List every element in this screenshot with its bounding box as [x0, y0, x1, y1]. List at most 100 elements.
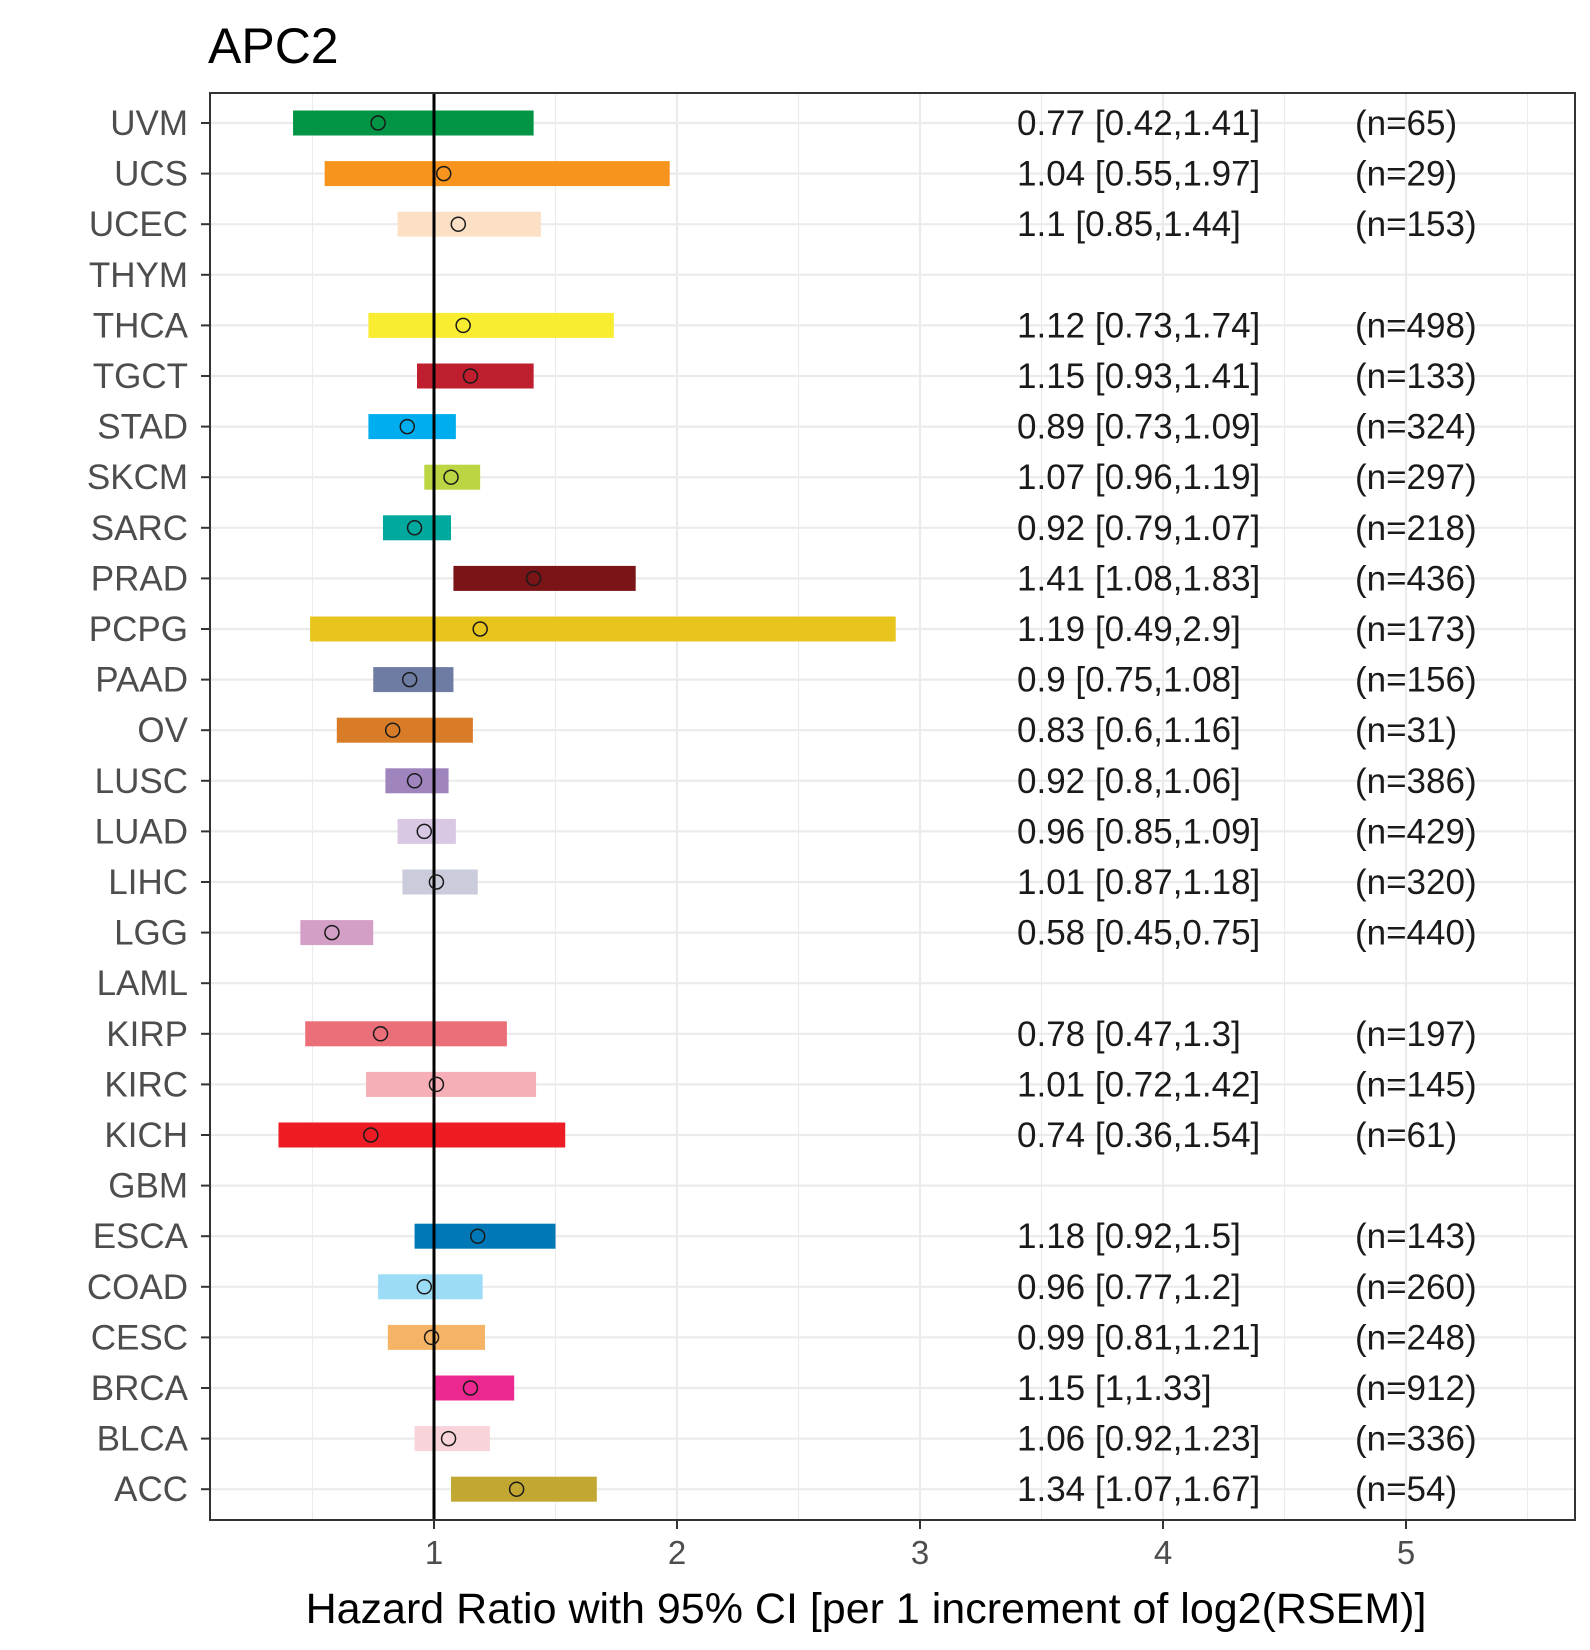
ci-bar — [397, 818, 456, 844]
estimate-label: 1.15 [1,1.33] — [1017, 1369, 1212, 1408]
hr-point — [416, 1279, 433, 1295]
hr-point — [450, 216, 467, 232]
y-label: UCEC — [89, 205, 188, 244]
estimate-label: 0.9 [0.75,1.08] — [1017, 661, 1241, 700]
estimate-label: 1.07 [0.96,1.19] — [1017, 458, 1260, 497]
hr-point — [363, 1127, 379, 1143]
n-label: (n=153) — [1355, 205, 1477, 244]
y-label: PAAD — [95, 661, 188, 700]
n-label: (n=260) — [1355, 1268, 1477, 1307]
ci-bar — [324, 161, 670, 187]
hr-point — [416, 823, 433, 840]
n-label: (n=65) — [1355, 104, 1457, 143]
x-axis-label: Hazard Ratio with 95% CI [per 1 incremen… — [306, 1585, 1427, 1633]
x-tick-label: 5 — [1397, 1534, 1415, 1571]
ci-bar — [365, 1071, 537, 1097]
n-label: (n=156) — [1355, 661, 1477, 700]
n-label: (n=173) — [1355, 610, 1477, 649]
x-tick-label: 2 — [668, 1534, 686, 1571]
ci-bar — [336, 717, 473, 743]
n-label: (n=912) — [1355, 1369, 1477, 1408]
y-label: GBM — [108, 1167, 188, 1206]
estimate-label: 1.19 [0.49,2.9] — [1017, 610, 1241, 649]
y-label: STAD — [97, 408, 188, 447]
x-axis-ticks: 1 2 3 4 5 — [425, 1520, 1415, 1571]
n-label: (n=386) — [1355, 762, 1477, 801]
y-label: LAML — [97, 964, 188, 1003]
hr-point — [406, 520, 423, 536]
n-label: (n=133) — [1355, 357, 1477, 396]
ci-bar — [416, 363, 534, 389]
ci-bar — [414, 1426, 490, 1452]
n-label: (n=218) — [1355, 509, 1477, 548]
ci-bar — [382, 515, 452, 541]
ci-bar — [387, 1324, 486, 1350]
hr-point — [384, 722, 401, 738]
y-label: ACC — [114, 1470, 188, 1509]
hr-point — [399, 418, 416, 435]
n-label: (n=440) — [1355, 914, 1477, 953]
estimate-label: 1.01 [0.87,1.18] — [1017, 863, 1260, 902]
hr-point — [455, 317, 471, 334]
hr-point — [435, 165, 452, 182]
n-label: (n=61) — [1355, 1116, 1457, 1155]
y-label: LUSC — [95, 762, 188, 801]
n-label: (n=145) — [1355, 1065, 1477, 1104]
ci-bars — [278, 110, 896, 1502]
hr-point — [472, 621, 488, 637]
ci-bar — [453, 565, 636, 591]
x-tick-label: 4 — [1154, 1534, 1172, 1571]
estimate-label: 0.74 [0.36,1.54] — [1017, 1116, 1260, 1155]
sample-size-labels: (n=65) (n=29) (n=153) (n=498) (n=133) (n=324)… — [1355, 104, 1477, 1509]
estimate-labels: 0.77 [0.42,1.41] 1.04 [0.55,1.97] 1.1 [0.8… — [1017, 104, 1260, 1509]
n-label: (n=248) — [1355, 1318, 1477, 1357]
ci-bar — [373, 667, 454, 693]
n-label: (n=429) — [1355, 812, 1477, 851]
y-label: COAD — [87, 1268, 188, 1307]
hr-points — [324, 115, 542, 1497]
y-label: LGG — [114, 914, 188, 953]
hr-point — [462, 368, 479, 384]
ci-bar — [402, 869, 478, 895]
y-label: ESCA — [93, 1217, 189, 1256]
hr-point — [370, 115, 386, 131]
estimate-label: 1.06 [0.92,1.23] — [1017, 1420, 1260, 1459]
y-label: LIHC — [108, 863, 188, 902]
estimate-label: 0.96 [0.77,1.2] — [1017, 1268, 1241, 1307]
hr-point — [428, 1076, 445, 1093]
y-label: BLCA — [97, 1420, 189, 1459]
estimate-label: 0.96 [0.85,1.09] — [1017, 812, 1260, 851]
estimate-label: 1.18 [0.92,1.5] — [1017, 1217, 1241, 1256]
y-label: SKCM — [87, 458, 188, 497]
x-tick-label: 1 — [425, 1534, 443, 1571]
y-label: UCS — [114, 155, 188, 194]
y-label: TGCT — [93, 357, 188, 396]
y-label: KIRP — [106, 1015, 188, 1054]
estimate-label: 1.41 [1.08,1.83] — [1017, 559, 1260, 598]
estimate-label: 1.12 [0.73,1.74] — [1017, 306, 1260, 345]
n-label: (n=324) — [1355, 408, 1477, 447]
n-label: (n=336) — [1355, 1420, 1477, 1459]
y-axis-labels: UVM UCS UCEC THYM THCA TGCT STAD SKCM SARC PRAD PC… — [87, 104, 210, 1509]
n-label: (n=498) — [1355, 306, 1477, 345]
estimate-label: 1.15 [0.93,1.41] — [1017, 357, 1260, 396]
y-label: OV — [137, 711, 188, 750]
hr-point — [440, 1430, 457, 1447]
y-label: KIRC — [104, 1065, 188, 1104]
estimate-label: 1.34 [1.07,1.67] — [1017, 1470, 1260, 1509]
chart-title: APC2 — [208, 18, 339, 74]
estimate-label: 0.99 [0.81,1.21] — [1017, 1318, 1260, 1357]
y-label: KICH — [104, 1116, 188, 1155]
hr-point — [443, 469, 459, 485]
estimate-label: 0.58 [0.45,0.75] — [1017, 914, 1260, 953]
ci-bar — [300, 920, 374, 946]
n-label: (n=143) — [1355, 1217, 1477, 1256]
hr-point — [525, 570, 542, 587]
hr-point — [508, 1481, 525, 1497]
ci-bar — [368, 312, 614, 338]
y-label: LUAD — [95, 812, 188, 851]
y-label: UVM — [110, 104, 188, 143]
y-label: PCPG — [89, 610, 188, 649]
x-tick-label: 3 — [911, 1534, 929, 1571]
